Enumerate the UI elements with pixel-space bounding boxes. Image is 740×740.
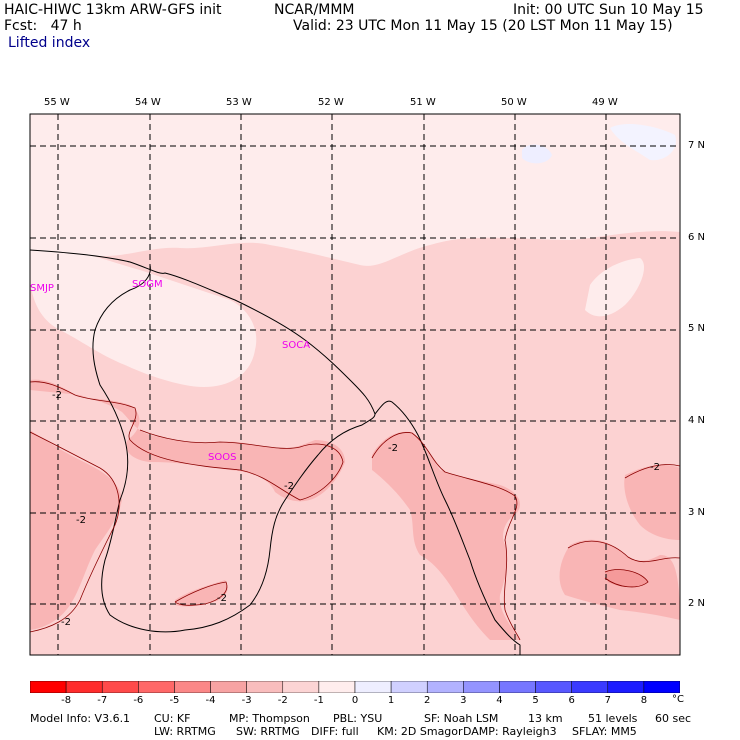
valid-time: Valid: 23 UTC Mon 11 May 15 (20 LST Mon … [293, 18, 673, 34]
footer-item: DAMP: Rayleigh3 [463, 725, 557, 738]
lon-label: 52 W [318, 97, 344, 108]
colorbar-tick-label: -7 [97, 695, 108, 706]
footer-item: 13 km [528, 712, 563, 725]
field-darker-sw [30, 430, 122, 630]
footer-item: CU: KF [154, 712, 191, 725]
footer-item: Model Info: V3.6.1 [30, 712, 131, 725]
org-label: NCAR/MMM [274, 2, 355, 18]
contour-label: -2 [61, 617, 71, 628]
contour-label: -2 [388, 443, 398, 454]
contour-label: -2 [650, 462, 660, 473]
field-darker-core [605, 569, 648, 588]
colorbar-swatch [607, 681, 645, 693]
colorbar-swatch [30, 681, 67, 693]
colorbar-swatch [101, 681, 139, 693]
station-label: SOCA [282, 340, 311, 351]
colorbar-unit: °C [672, 694, 684, 705]
footer-item: PBL: YSU [333, 712, 383, 725]
footer-item: SFLAY: MM5 [572, 725, 637, 738]
colorbar-swatch [246, 681, 284, 693]
contour-label: -2 [52, 390, 62, 401]
colorbar-swatch [318, 681, 356, 693]
colorbar-swatch [463, 681, 500, 693]
colorbar-tick-label: 7 [604, 695, 611, 706]
colorbar-tick-label: 6 [568, 695, 575, 706]
contours [30, 381, 680, 641]
lon-label: 49 W [592, 97, 618, 108]
colorbar-tick-label: 5 [532, 695, 539, 706]
lon-label: 50 W [501, 97, 527, 108]
colorbar-swatch [426, 681, 464, 693]
station-label: SOOS [208, 452, 237, 463]
lat-label: 2 N [688, 598, 706, 609]
colorbar-swatch [354, 681, 392, 693]
colorbar-tick-label: 3 [460, 695, 467, 706]
footer-item: SW: RRTMG [236, 725, 300, 738]
lat-lon-grid [30, 114, 680, 655]
field-positive-ne [522, 144, 552, 164]
lon-label: 55 W [44, 97, 70, 108]
field-name: Lifted index [8, 35, 91, 51]
footer-item: DIFF: full [311, 725, 359, 738]
forecast-hour: Fcst: 47 h [4, 18, 82, 34]
model-title: HAIC-HIWC 13km ARW-GFS init [4, 2, 222, 18]
field-darker-west [30, 379, 345, 502]
colorbar-swatch [138, 681, 175, 693]
station-label: SOGM [132, 279, 163, 290]
footer-item: MP: Thompson [229, 712, 310, 725]
contour-label: -2 [76, 515, 86, 526]
footer-item: 51 levels [588, 712, 638, 725]
colorbar-tick-label: -6 [133, 695, 144, 706]
colorbar-tick-label: 1 [387, 695, 395, 706]
colorbar-swatch [174, 681, 211, 693]
colorbar-tick-label: -4 [205, 695, 216, 706]
colorbar-tick-label: 2 [424, 695, 431, 706]
field-darker-s [175, 580, 228, 607]
colorbar [30, 681, 680, 693]
colorbar-swatch [210, 681, 247, 693]
field-darker-e2 [624, 464, 680, 540]
colorbar-swatch [571, 681, 609, 693]
colorbar-swatch [499, 681, 536, 693]
colorbar-tick-label: 0 [351, 695, 359, 706]
colorbar-swatch [535, 681, 572, 693]
footer-item: LW: RRTMG [154, 725, 216, 738]
colorbar-swatch [65, 681, 103, 693]
lat-label: 5 N [688, 323, 706, 334]
field-darker-east [372, 431, 520, 640]
contour-label: -2 [284, 481, 294, 492]
footer-item: SF: Noah LSM [424, 712, 499, 725]
colorbar-tick-label: -1 [313, 695, 324, 706]
init-time: Init: 00 UTC Sun 10 May 15 [513, 2, 704, 18]
colorbar-swatch [282, 681, 320, 693]
contour-label: -2 [217, 593, 227, 604]
colorbar-tick-label: -3 [241, 695, 252, 706]
colorbar-swatch [643, 681, 680, 693]
colorbar-tick-label: -8 [61, 695, 72, 706]
field-light-north [30, 114, 680, 266]
field-light-interior [30, 247, 257, 387]
colorbar-tick-label: 4 [496, 695, 503, 706]
footer-item: KM: 2D Smagor [377, 725, 463, 738]
colorbar-swatch [390, 681, 428, 693]
colorbar-tick-label: -5 [169, 695, 180, 706]
footer-item: 60 sec [655, 712, 692, 725]
lat-label: 3 N [688, 507, 706, 518]
lat-label: 6 N [688, 232, 706, 243]
colorbar-tick-label: 8 [640, 695, 648, 706]
map-frame [29, 113, 681, 656]
field-light-east [585, 258, 645, 317]
coastline-borders [30, 249, 521, 655]
station-label: SMJP [30, 283, 54, 294]
lon-label: 53 W [226, 97, 252, 108]
colorbar-tick-label: -2 [277, 695, 288, 706]
lon-label: 51 W [410, 97, 436, 108]
lat-label: 4 N [688, 415, 706, 426]
lat-label: 7 N [688, 140, 706, 151]
field-positive-ne2 [610, 124, 676, 161]
lon-label: 54 W [135, 97, 161, 108]
